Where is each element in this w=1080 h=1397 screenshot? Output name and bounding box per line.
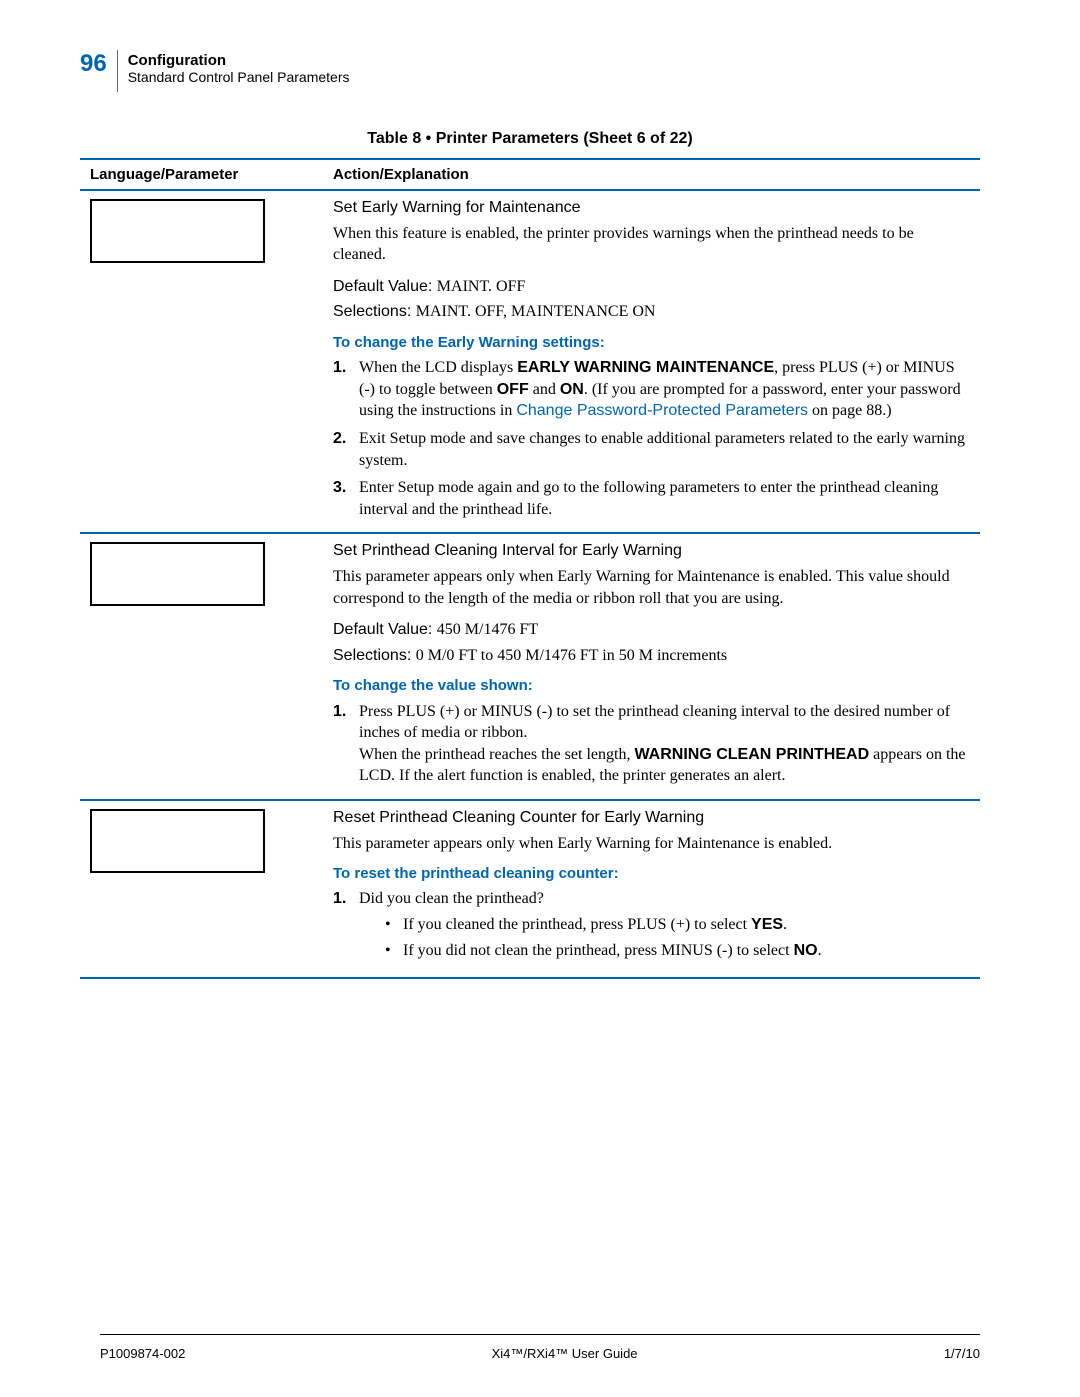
table-row: Set Early Warning for Maintenance When t…: [80, 190, 980, 533]
col-header-action: Action/Explanation: [323, 159, 980, 190]
default-label: Default Value:: [333, 278, 432, 295]
param-desc: This parameter appears only when Early W…: [333, 566, 970, 609]
section-title: Standard Control Panel Parameters: [128, 69, 350, 85]
bullet-item: If you did not clean the printhead, pres…: [385, 940, 970, 962]
selections-label: Selections:: [333, 303, 411, 320]
col-header-language: Language/Parameter: [80, 159, 323, 190]
footer-doc-id: P1009874-002: [100, 1346, 185, 1361]
header-divider: [117, 50, 118, 92]
footer-rule: [100, 1334, 980, 1335]
bullet-item: If you cleaned the printhead, press PLUS…: [385, 914, 970, 936]
lcd-placeholder: [90, 542, 265, 606]
param-title: Reset Printhead Cleaning Counter for Ear…: [333, 807, 970, 829]
page-footer: P1009874-002 Xi4™/RXi4™ User Guide 1/7/1…: [100, 1346, 980, 1361]
default-label: Default Value:: [333, 621, 432, 638]
step-text: Exit Setup mode and save changes to enab…: [359, 428, 970, 471]
password-link[interactable]: Change Password-Protected Parameters: [516, 402, 808, 419]
step-text: When the LCD displays EARLY WARNING MAIN…: [359, 357, 970, 422]
procedure-heading: To reset the printhead cleaning counter:: [333, 864, 970, 884]
param-title: Set Printhead Cleaning Interval for Earl…: [333, 540, 970, 562]
step-text: Enter Setup mode again and go to the fol…: [359, 477, 970, 520]
default-value: 450 M/1476 FT: [437, 621, 538, 638]
lcd-placeholder: [90, 199, 265, 263]
parameters-table: Language/Parameter Action/Explanation Se…: [80, 158, 980, 979]
lcd-placeholder: [90, 809, 265, 873]
step-text: Press PLUS (+) or MINUS (-) to set the p…: [359, 701, 970, 787]
selections-label: Selections:: [333, 647, 411, 664]
footer-guide-title: Xi4™/RXi4™ User Guide: [492, 1346, 638, 1361]
table-caption: Table 8 • Printer Parameters (Sheet 6 of…: [80, 130, 980, 148]
page-number: 96: [80, 50, 107, 78]
step-text: Did you clean the printhead? If you clea…: [359, 888, 970, 965]
procedure-heading: To change the Early Warning settings:: [333, 333, 970, 353]
page-header: 96 Configuration Standard Control Panel …: [80, 50, 980, 92]
param-title: Set Early Warning for Maintenance: [333, 197, 970, 219]
selections-value: 0 M/0 FT to 450 M/1476 FT in 50 M increm…: [416, 647, 727, 664]
param-desc: When this feature is enabled, the printe…: [333, 223, 970, 266]
footer-date: 1/7/10: [944, 1346, 980, 1361]
procedure-heading: To change the value shown:: [333, 676, 970, 696]
param-desc: This parameter appears only when Early W…: [333, 833, 970, 855]
table-row: Reset Printhead Cleaning Counter for Ear…: [80, 800, 980, 978]
default-value: MAINT. OFF: [437, 278, 526, 295]
selections-value: MAINT. OFF, MAINTENANCE ON: [416, 303, 656, 320]
table-row: Set Printhead Cleaning Interval for Earl…: [80, 533, 980, 800]
chapter-title: Configuration: [128, 52, 350, 69]
